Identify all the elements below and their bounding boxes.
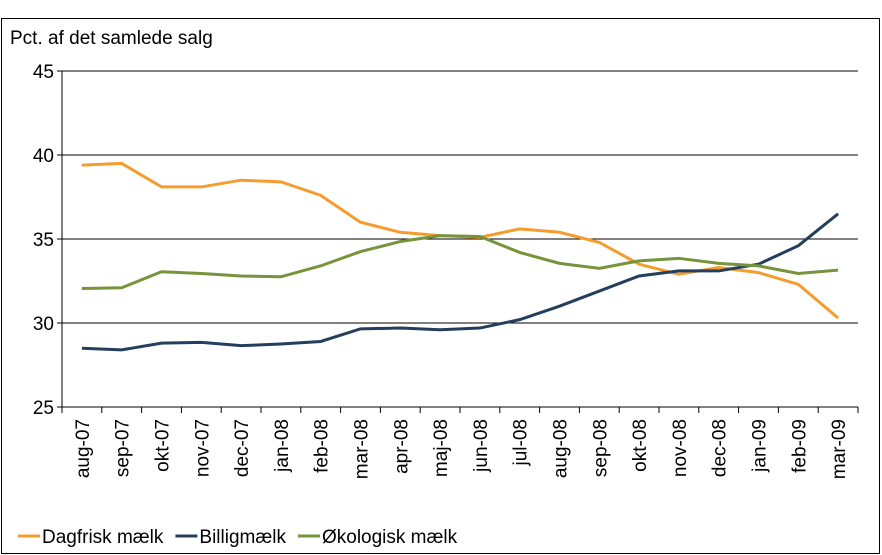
x-tick-label: jun-08 (471, 419, 492, 473)
x-tick-label: maj-08 (431, 419, 452, 477)
y-tick-label: 40 (33, 146, 54, 167)
x-tick-label: jan-09 (750, 419, 771, 473)
x-tick-label: dec-08 (710, 419, 731, 477)
legend-label: Billigmælk (199, 527, 286, 548)
y-axis-label: Pct. af det samlede salg (10, 28, 213, 49)
x-tick-label: nov-08 (670, 419, 691, 477)
legend-label: Dagfrisk mælk (42, 527, 164, 548)
x-tick-label: nov-07 (192, 419, 213, 477)
x-tick-label: jan-08 (272, 419, 293, 473)
y-tick-label: 45 (33, 62, 54, 83)
chart-frame (1, 18, 880, 554)
y-tick-label: 30 (33, 314, 54, 335)
x-tick-label: feb-08 (312, 419, 333, 473)
x-tick-label: feb-09 (789, 419, 810, 473)
x-tick-label: aug-07 (73, 419, 94, 478)
x-tick-label: mar-09 (829, 419, 850, 479)
y-tick-label: 25 (33, 398, 54, 419)
series-line (81, 234, 839, 291)
x-tick-label: aug-08 (551, 419, 572, 478)
x-tick-label: jul-08 (511, 419, 532, 466)
x-tick-label: apr-08 (391, 419, 412, 474)
x-tick-label: mar-08 (352, 419, 373, 479)
series-line (81, 161, 840, 320)
x-tick-label: okt-08 (630, 419, 651, 472)
legend-label: Økologisk mælk (322, 527, 458, 548)
y-tick-label: 35 (33, 230, 54, 251)
series-line (81, 212, 840, 352)
x-tick-label: okt-07 (153, 419, 174, 472)
x-tick-label: sep-07 (113, 419, 134, 477)
x-tick-label: dec-07 (232, 419, 253, 477)
x-tick-label: sep-08 (590, 419, 611, 477)
